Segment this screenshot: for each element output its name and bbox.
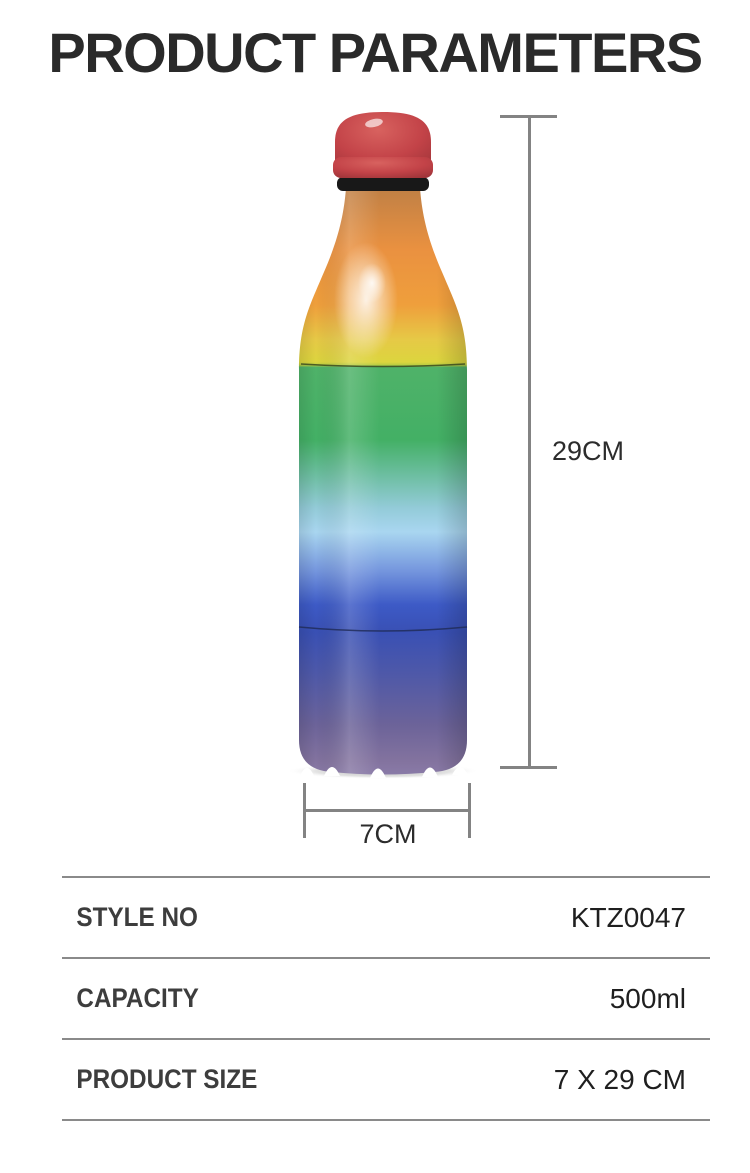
spec-row-capacity: CAPACITY 500ml: [62, 959, 710, 1040]
bottle-seam-upper: [300, 363, 466, 368]
spec-row-product-size: PRODUCT SIZE 7 X 29 CM: [62, 1040, 710, 1121]
width-dimension-line: [304, 809, 471, 812]
bottle-cap-lip: [333, 157, 433, 178]
bottle-photo: [287, 112, 479, 779]
width-dimension-right-cap: [468, 783, 471, 838]
bottle-cap-glint: [365, 118, 383, 128]
spec-value: KTZ0047: [570, 901, 686, 933]
spec-row-style-no: STYLE NO KTZ0047: [62, 878, 710, 959]
product-figure: 29CM 7CM: [287, 112, 625, 849]
spec-label: PRODUCT SIZE: [76, 1064, 258, 1094]
bottle-bottom-notches: [300, 767, 468, 778]
spec-label: STYLE NO: [76, 902, 198, 932]
spec-value: 500ml: [609, 982, 686, 1014]
width-dimension-label: 7CM: [359, 819, 417, 849]
spec-label: CAPACITY: [76, 983, 199, 1013]
bottle-seam-lower: [298, 626, 468, 632]
height-dimension-line: [528, 117, 531, 768]
bottle-highlight-spot: [358, 263, 386, 303]
height-dimension-bottom-cap: [500, 766, 557, 769]
page-title: PRODUCT PARAMETERS: [48, 21, 703, 84]
spec-value: 7 X 29 CM: [553, 1063, 686, 1095]
height-dimension-top-cap: [500, 115, 557, 118]
height-dimension-label: 29CM: [552, 436, 625, 466]
bottle-ring: [337, 177, 429, 191]
spec-table: STYLE NO KTZ0047 CAPACITY 500ml PRODUCT …: [62, 876, 710, 1121]
